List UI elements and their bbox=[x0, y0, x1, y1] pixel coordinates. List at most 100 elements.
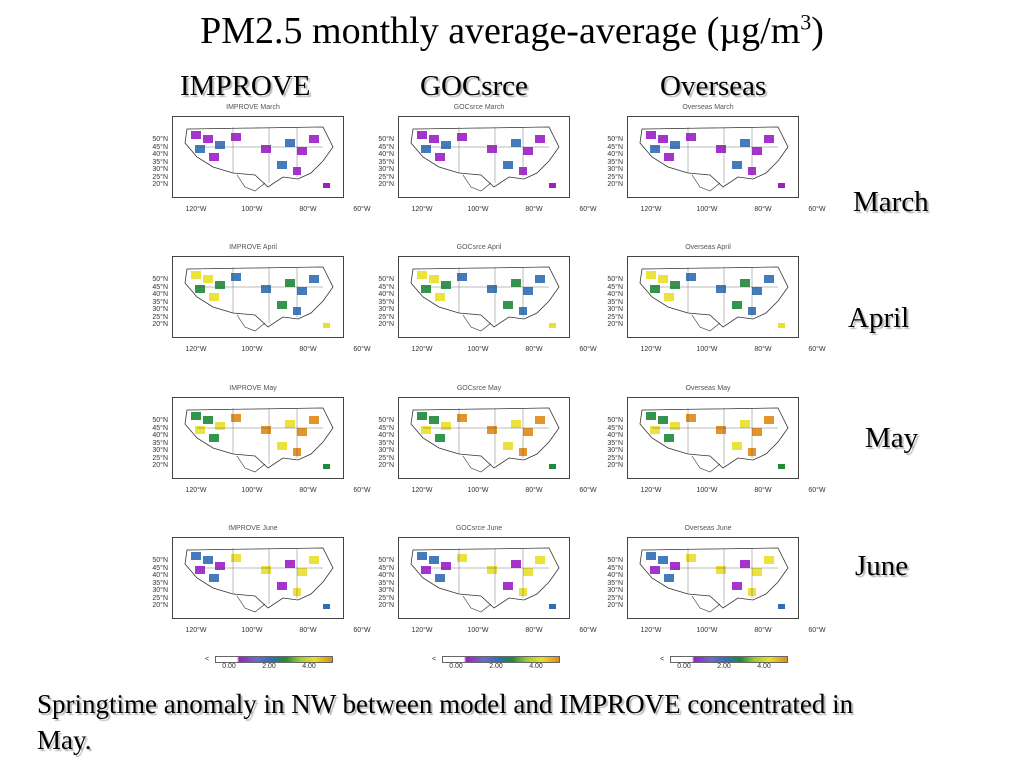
latitude-label: 25°N bbox=[607, 173, 623, 181]
longitude-label: 60°W bbox=[808, 627, 826, 634]
latitude-label: 50°N bbox=[152, 557, 168, 564]
longitude-label: 100°W bbox=[467, 487, 489, 494]
panel-title: IMPROVE May bbox=[229, 385, 277, 392]
longitude-label: 80°W bbox=[525, 346, 543, 353]
latitude-label: 20°N bbox=[607, 321, 623, 328]
latitude-labels: 50°N 45°N 40°N 35°N 30°N 25°N 20°N bbox=[368, 417, 394, 470]
month-label-may: May bbox=[865, 422, 919, 454]
longitude-label: 100°W bbox=[241, 487, 263, 494]
latitude-labels: 50°N 45°N 40°N 35°N 30°N 25°N 20°N bbox=[597, 557, 623, 610]
longitude-label: 80°W bbox=[299, 206, 317, 213]
latitude-label: 40°N bbox=[607, 151, 623, 158]
latitude-label: 40°N bbox=[378, 151, 394, 158]
latitude-label: 20°N bbox=[607, 181, 623, 188]
latitude-label: 50°N bbox=[378, 276, 394, 283]
latitude-label: 45°N bbox=[607, 564, 623, 572]
latitude-label: 25°N bbox=[378, 454, 394, 462]
us-map bbox=[172, 116, 344, 198]
latitude-label: 25°N bbox=[378, 313, 394, 321]
longitude-label: 120°W bbox=[411, 487, 433, 494]
longitude-label: 120°W bbox=[640, 487, 662, 494]
latitude-label: 50°N bbox=[152, 417, 168, 424]
longitude-label: 80°W bbox=[299, 346, 317, 353]
latitude-label: 20°N bbox=[152, 462, 168, 469]
panel-title: GOCsrce April bbox=[456, 244, 502, 251]
latitude-label: 20°N bbox=[378, 602, 394, 609]
map-panel-improve-may: IMPROVE May 50°N 45°N 40°N 35°N 30°N 25°N 20°N 1… bbox=[142, 385, 370, 505]
us-map bbox=[627, 116, 799, 198]
latitude-labels: 50°N 45°N 40°N 35°N 30°N 25°N 20°N bbox=[597, 417, 623, 470]
longitude-label: 100°W bbox=[467, 206, 489, 213]
latitude-label: 45°N bbox=[378, 564, 394, 572]
latitude-labels: 50°N 45°N 40°N 35°N 30°N 25°N 20°N bbox=[597, 136, 623, 189]
latitude-labels: 50°N 45°N 40°N 35°N 30°N 25°N 20°N bbox=[142, 557, 168, 610]
latitude-labels: 50°N 45°N 40°N 35°N 30°N 25°N 20°N bbox=[142, 417, 168, 470]
longitude-label: 100°W bbox=[696, 346, 718, 353]
map-panel-overseas-april: Overseas April 50°N 45°N 40°N 35°N 30°N 25°N 20… bbox=[597, 244, 825, 364]
colorbar-strip bbox=[670, 656, 788, 663]
latitude-label: 50°N bbox=[607, 276, 623, 283]
latitude-label: 20°N bbox=[152, 602, 168, 609]
latitude-label: 40°N bbox=[607, 291, 623, 298]
latitude-label: 30°N bbox=[152, 587, 168, 594]
longitude-label: 100°W bbox=[241, 206, 263, 213]
longitude-label: 120°W bbox=[411, 346, 433, 353]
latitude-label: 40°N bbox=[607, 432, 623, 439]
latitude-label: 35°N bbox=[607, 579, 623, 587]
map-panel-improve-june: IMPROVE June 50°N 45°N 40°N 35°N 30°N 25°N 20°N… bbox=[142, 525, 370, 645]
latitude-label: 30°N bbox=[152, 306, 168, 313]
latitude-label: 45°N bbox=[152, 564, 168, 572]
map-panel-improve-march: IMPROVE March 50°N 45°N 40°N 35°N 30°N 25°N 20°… bbox=[142, 104, 370, 224]
longitude-label: 60°W bbox=[353, 346, 371, 353]
longitude-label: 120°W bbox=[411, 206, 433, 213]
colorbar-strip bbox=[215, 656, 333, 663]
latitude-label: 40°N bbox=[152, 151, 168, 158]
latitude-labels: 50°N 45°N 40°N 35°N 30°N 25°N 20°N bbox=[142, 276, 168, 329]
longitude-label: 60°W bbox=[353, 627, 371, 634]
longitude-label: 120°W bbox=[185, 206, 207, 213]
longitude-label: 80°W bbox=[754, 487, 772, 494]
latitude-label: 35°N bbox=[378, 439, 394, 447]
us-map bbox=[172, 397, 344, 479]
month-label-april: April bbox=[848, 302, 910, 334]
latitude-label: 30°N bbox=[152, 447, 168, 454]
latitude-label: 35°N bbox=[607, 298, 623, 306]
latitude-label: 30°N bbox=[607, 306, 623, 313]
latitude-label: 25°N bbox=[152, 173, 168, 181]
slide-title: PM2.5 monthly average-average (µg/m3) bbox=[200, 9, 824, 52]
longitude-label: 60°W bbox=[579, 627, 597, 634]
longitude-label: 60°W bbox=[808, 487, 826, 494]
latitude-label: 25°N bbox=[152, 313, 168, 321]
us-map bbox=[398, 256, 570, 338]
us-map bbox=[398, 537, 570, 619]
longitude-label: 80°W bbox=[754, 627, 772, 634]
us-map bbox=[627, 537, 799, 619]
latitude-label: 25°N bbox=[152, 594, 168, 602]
latitude-label: 30°N bbox=[378, 166, 394, 173]
latitude-label: 50°N bbox=[152, 276, 168, 283]
latitude-label: 50°N bbox=[607, 557, 623, 564]
latitude-labels: 50°N 45°N 40°N 35°N 30°N 25°N 20°N bbox=[142, 136, 168, 189]
month-label-march: March bbox=[853, 186, 929, 218]
longitude-label: 60°W bbox=[579, 206, 597, 213]
us-map bbox=[172, 537, 344, 619]
latitude-labels: 50°N 45°N 40°N 35°N 30°N 25°N 20°N bbox=[368, 276, 394, 329]
latitude-label: 50°N bbox=[607, 136, 623, 143]
panel-title: IMPROVE April bbox=[229, 244, 277, 251]
latitude-label: 50°N bbox=[378, 136, 394, 143]
longitude-label: 100°W bbox=[241, 627, 263, 634]
panel-title: Overseas June bbox=[684, 525, 732, 532]
latitude-label: 20°N bbox=[607, 602, 623, 609]
latitude-label: 35°N bbox=[152, 579, 168, 587]
longitude-label: 120°W bbox=[640, 627, 662, 634]
us-map bbox=[627, 397, 799, 479]
longitude-label: 100°W bbox=[241, 346, 263, 353]
us-map bbox=[627, 256, 799, 338]
latitude-label: 40°N bbox=[152, 291, 168, 298]
panel-title: Overseas May bbox=[685, 385, 731, 392]
latitude-label: 45°N bbox=[607, 283, 623, 291]
map-panel-improve-april: IMPROVE April 50°N 45°N 40°N 35°N 30°N 25°N 20°… bbox=[142, 244, 370, 364]
latitude-label: 40°N bbox=[152, 432, 168, 439]
us-map bbox=[172, 256, 344, 338]
latitude-label: 35°N bbox=[607, 439, 623, 447]
